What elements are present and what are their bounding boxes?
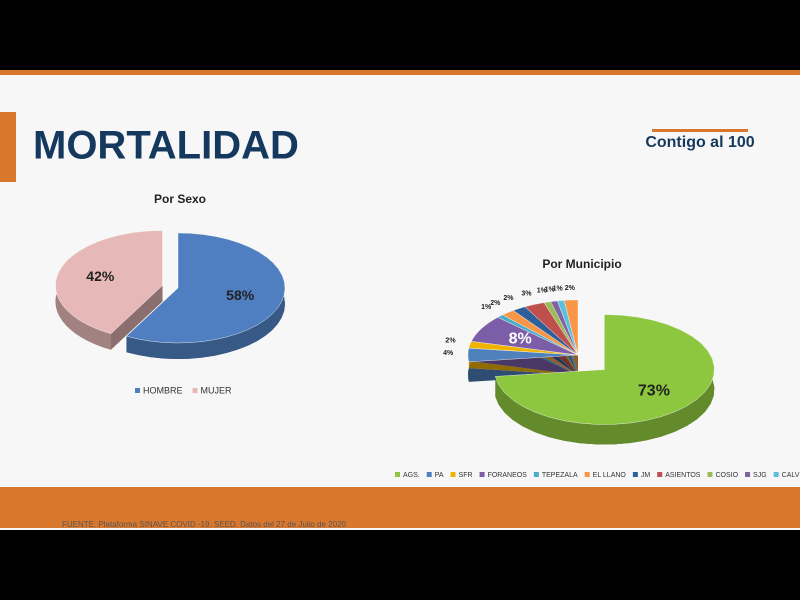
slice [502,310,579,356]
legend-label: JM [641,472,651,479]
logo: Contigo al 100 [645,134,754,151]
legend-label: SFR [459,472,473,479]
legend-label: COSIO [715,472,738,479]
chart-title: Por Municipio [542,257,621,271]
legend-swatch [584,472,590,477]
legend-swatch [745,472,751,477]
data-label: 1% [545,287,556,294]
legend-label: FORANEOS [488,472,528,479]
slice [494,314,715,425]
slice [471,317,579,356]
legend-swatch [632,472,638,477]
data-label: 2% [490,300,501,307]
legend-label: SJG [753,472,767,479]
legend-swatch [657,472,663,477]
slice [126,232,286,344]
top-stripe [0,70,800,75]
data-label: 1% [537,288,548,295]
data-label: 58% [226,287,255,303]
data-label: 2% [565,285,576,292]
data-label: 4% [443,350,454,357]
legend-swatch [135,388,140,393]
legend-swatch [533,472,539,477]
slice [497,314,579,356]
legend-label: PA [435,472,444,479]
legend-label: TEPEZALA [542,472,578,479]
legend-swatch [395,472,400,477]
chart-title: Por Sexo [154,192,206,206]
legend-swatch [773,472,779,477]
slide-title: MORTALIDAD [33,124,299,168]
legend-swatch [450,472,456,477]
legend-label: CALVILLO [782,472,800,479]
bottom-band [0,487,800,528]
slice-side [468,361,578,375]
slice [524,302,579,356]
logo-bar [652,129,748,132]
legend-label: ASIENTOS [665,472,701,479]
data-label: 73% [638,383,670,400]
slice [467,347,579,363]
slice [557,300,579,356]
slice [550,300,579,356]
title-marker [0,112,16,182]
slice [543,301,579,356]
legend-swatch [192,388,198,393]
slice-side [126,233,285,359]
data-label: 3% [521,290,532,297]
legend-swatch [707,472,713,477]
data-label: 8% [509,330,532,347]
slice [512,306,579,356]
data-label: 2% [503,295,514,302]
legend-swatch [426,472,432,477]
legend-label: EL LLANO [593,472,627,479]
slice [563,299,579,356]
legend-label: AGS. [403,472,420,479]
data-label: 1% [553,286,564,293]
legend-label: HOMBRE [143,385,183,395]
legend-label: MUJER [201,385,232,395]
slice [55,230,163,334]
source-note: FUENTE. Plataforma SINAVE COVID -19. SEE… [62,520,347,529]
data-label: 2% [445,338,456,345]
data-label: 42% [86,268,115,284]
data-label: 1% [481,304,492,311]
legend-swatch [479,472,485,477]
